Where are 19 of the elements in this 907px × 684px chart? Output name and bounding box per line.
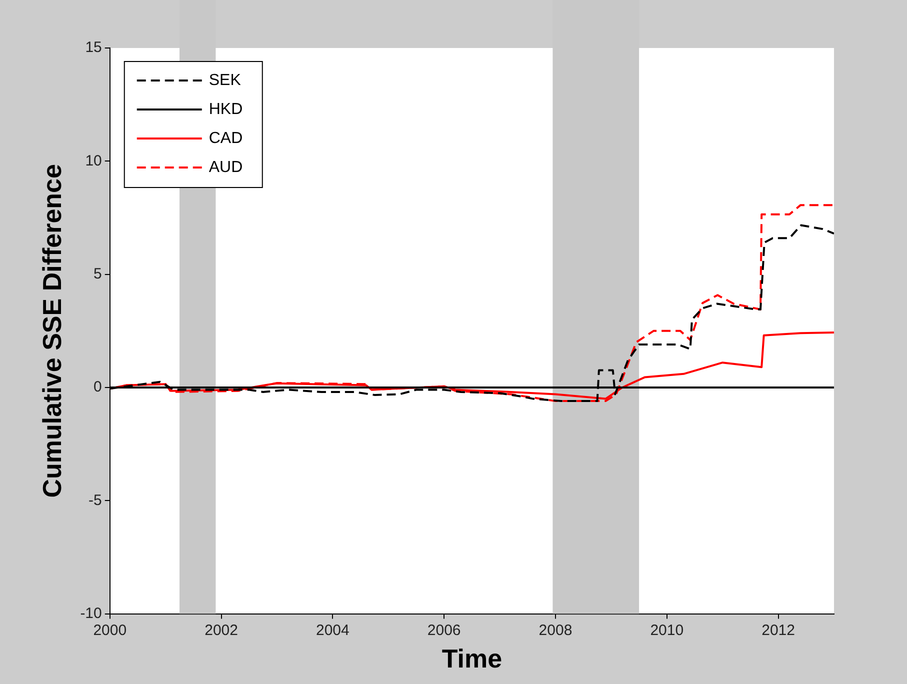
x-tick-label: 2000 [93, 622, 127, 639]
y-tick-label: 10 [85, 152, 102, 170]
legend-label: CAD [208, 130, 243, 147]
x-axis-title: Time [442, 644, 502, 674]
legend-label: AUD [208, 158, 243, 176]
legend-label: HKD [208, 100, 243, 118]
legend-label: SEK [208, 72, 242, 89]
y-tick-label: -5 [88, 492, 102, 509]
x-tick-label: 2008 [538, 622, 572, 639]
x-tick-label: 2010 [650, 622, 684, 639]
y-tick-label: 0 [94, 378, 102, 396]
y-tick-label: -10 [80, 604, 102, 622]
x-tick-label: 2002 [204, 622, 238, 639]
y-tick-label: 15 [85, 39, 102, 56]
y-axis-title: Cumulative SSE Difference [36, 164, 67, 498]
x-tick-label: 2006 [427, 622, 461, 639]
x-tick-label: 2004 [316, 622, 350, 639]
x-tick-label: 2012 [762, 622, 795, 639]
y-tick-label: 5 [94, 265, 102, 282]
